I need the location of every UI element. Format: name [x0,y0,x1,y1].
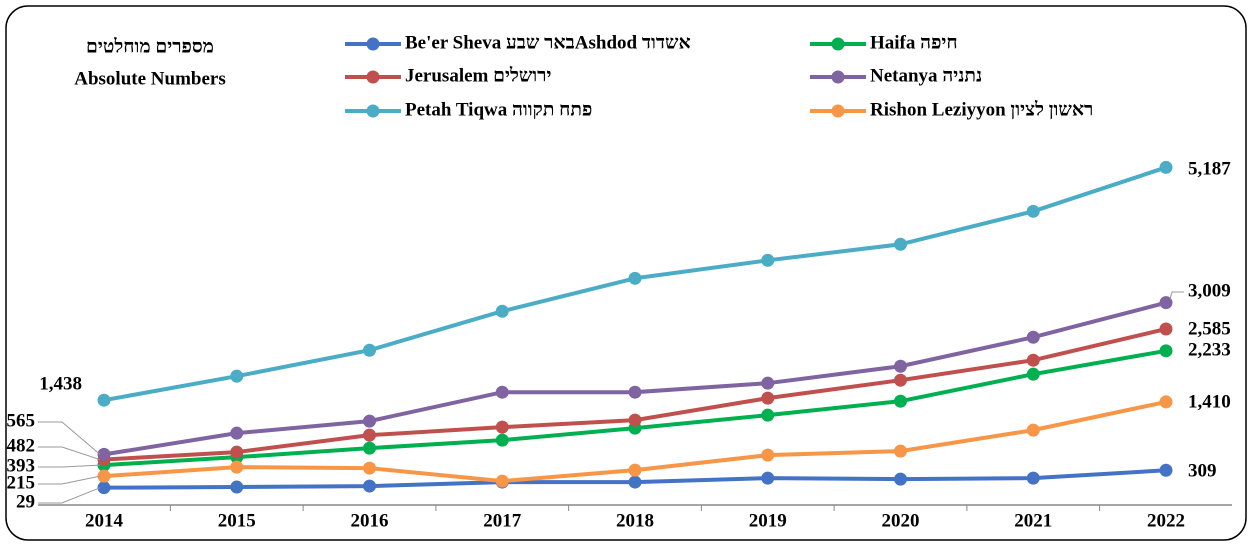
data-point [495,385,509,399]
chart-title: Absolute Numbers [74,68,225,89]
data-label: 565 [7,410,36,431]
data-point [495,420,509,434]
legend-marker [831,70,845,84]
data-point [761,408,775,422]
legend-label: Jerusalem ירושלים [405,65,551,86]
legend-marker [366,37,380,51]
data-point [628,385,642,399]
data-point [1026,423,1040,437]
leader-line [38,475,101,485]
data-point [363,479,376,493]
x-tick-label: 2021 [1014,510,1052,531]
data-point [894,373,907,387]
legend-marker [831,37,845,51]
data-label: 393 [7,455,36,476]
data-label: 215 [7,472,36,493]
data-point [97,481,111,495]
data-point [761,391,775,405]
x-tick-label: 2019 [749,510,787,531]
data-point [894,394,907,408]
data-point [97,469,111,483]
data-point [1026,330,1040,344]
legend-label: Netanya נתניה [870,65,982,86]
x-tick-label: 2022 [1147,510,1185,531]
legend-marker [366,104,380,118]
data-point [363,441,376,455]
data-point [1159,395,1173,409]
data-label: 5,187 [1188,158,1231,179]
data-point [628,475,642,489]
data-point [1159,322,1173,336]
data-point [1026,353,1040,367]
data-point [761,376,775,390]
data-label: 482 [7,435,36,456]
leader-line [1169,291,1184,300]
data-point [230,445,244,459]
legend-marker [831,104,845,118]
data-point [495,304,509,318]
chart-title: מספרים מוחלטים [86,36,214,57]
data-point [363,428,376,442]
data-point [97,393,111,407]
x-tick-label: 2014 [85,510,124,531]
data-label: 1,438 [39,373,82,394]
data-point [363,414,376,428]
data-point [894,472,907,486]
legend-label: Haifa חיפה [870,32,958,53]
data-point [761,253,775,267]
data-point [97,447,111,461]
data-point [230,426,244,440]
data-label: 29 [16,491,35,512]
data-point [1026,204,1040,218]
data-point [1159,160,1173,174]
chart-border [5,5,1247,541]
data-label: 2,585 [1188,318,1231,339]
data-point [495,433,509,447]
data-point [1026,367,1040,381]
data-point [628,463,642,477]
data-point [230,460,244,474]
data-point [363,343,376,357]
data-point [761,471,775,485]
leader-line [38,421,101,455]
data-label: 2,233 [1188,339,1231,360]
leader-line [38,464,101,468]
data-label: 1,410 [1188,391,1231,412]
data-point [628,413,642,427]
data-point [495,474,509,488]
x-tick-label: 2018 [616,510,654,531]
x-tick-label: 2015 [218,510,256,531]
legend-label: Rishon Leziyyon ראשון לציון [870,99,1093,120]
data-point [1159,296,1173,310]
data-point [894,444,907,458]
data-point [628,271,642,285]
x-tick-label: 2017 [483,510,522,531]
leader-line [38,487,101,504]
leader-line [38,446,101,461]
data-point [894,237,907,251]
data-point [1159,463,1173,477]
data-point [761,448,775,462]
legend-label: Petah Tiqwa פתח תקווה [405,99,592,120]
x-tick-label: 2020 [882,510,920,531]
data-point [1026,471,1040,485]
data-label: 309 [1188,460,1217,481]
data-point [894,359,907,373]
x-tick-label: 2016 [351,510,389,531]
data-label: 3,009 [1188,280,1231,301]
data-point [230,369,244,383]
data-point [230,480,244,494]
data-point [1159,344,1173,358]
legend-marker [366,70,380,84]
data-point [363,461,376,475]
legend-label: Be'er Sheva באר שבעAshdod אשדוד [405,32,691,53]
